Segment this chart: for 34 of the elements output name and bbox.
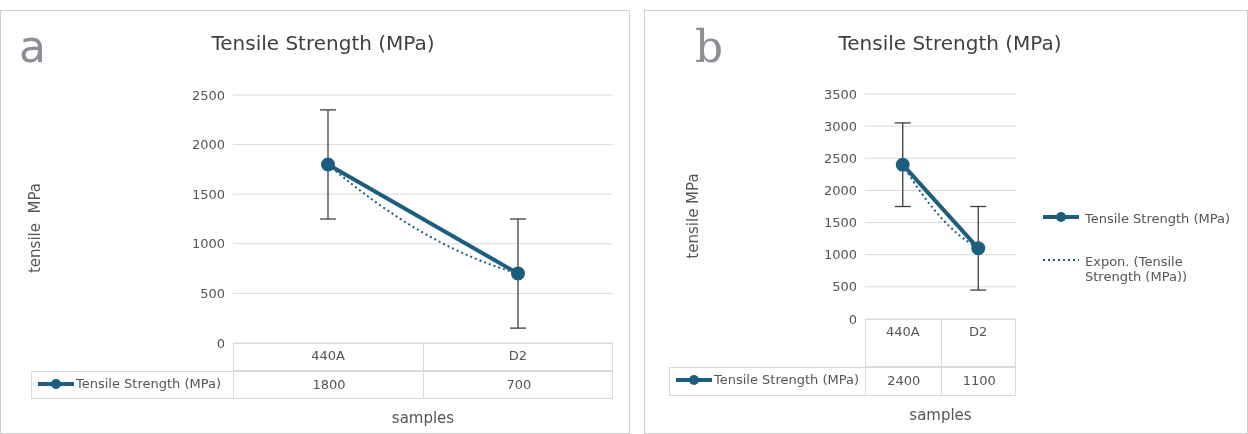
x-tick-label: D2 xyxy=(508,348,528,364)
y-tick-label: 2000 xyxy=(191,137,225,153)
data-label: 1800 xyxy=(311,377,347,392)
text: Tensile Strength (MPa) xyxy=(714,372,860,387)
y-tick-label: 0 xyxy=(848,311,857,327)
y-tick-label: 500 xyxy=(832,279,857,295)
legend-label: Tensile Strength (MPa) xyxy=(1085,211,1232,226)
y-tick-label: 2000 xyxy=(823,183,857,199)
data-label: 2400 xyxy=(886,373,922,388)
y-axis-title: tensile MPa xyxy=(26,182,44,276)
x-axis-title: samples xyxy=(908,406,973,424)
chart-title: Tensile Strength (MPa) xyxy=(210,31,436,55)
y-tick-label: 1000 xyxy=(823,247,857,263)
y-tick-label: 2500 xyxy=(823,150,857,166)
y-tick-label: 0 xyxy=(216,335,225,351)
legend-label: Tensile Strength (MPa) xyxy=(76,376,222,391)
y-tick-label: 3000 xyxy=(823,118,857,134)
y-tick-label: 1000 xyxy=(191,236,225,252)
x-tick-label: D2 xyxy=(969,324,988,340)
y-tick-label: 1500 xyxy=(823,215,857,231)
data-label: 700 xyxy=(505,377,533,392)
x-tick-label: 440A xyxy=(311,348,345,364)
chart-title: Tensile Strength (MPa) xyxy=(837,31,1063,55)
text: a xyxy=(19,21,46,72)
y-axis-title: tensile MPa xyxy=(684,171,702,261)
x-axis-title: samples xyxy=(390,409,456,427)
y-tick-label: 3500 xyxy=(823,86,857,102)
legend-label: Expon. (Tensile Strength (MPa)) xyxy=(1085,254,1189,284)
y-tick-label: 1500 xyxy=(191,186,225,202)
text: b xyxy=(695,21,724,72)
y-tick-label: 500 xyxy=(200,286,225,302)
data-label: 1100 xyxy=(961,373,997,388)
y-tick-label: 2500 xyxy=(191,87,225,103)
x-tick-label: 440A xyxy=(885,324,920,340)
